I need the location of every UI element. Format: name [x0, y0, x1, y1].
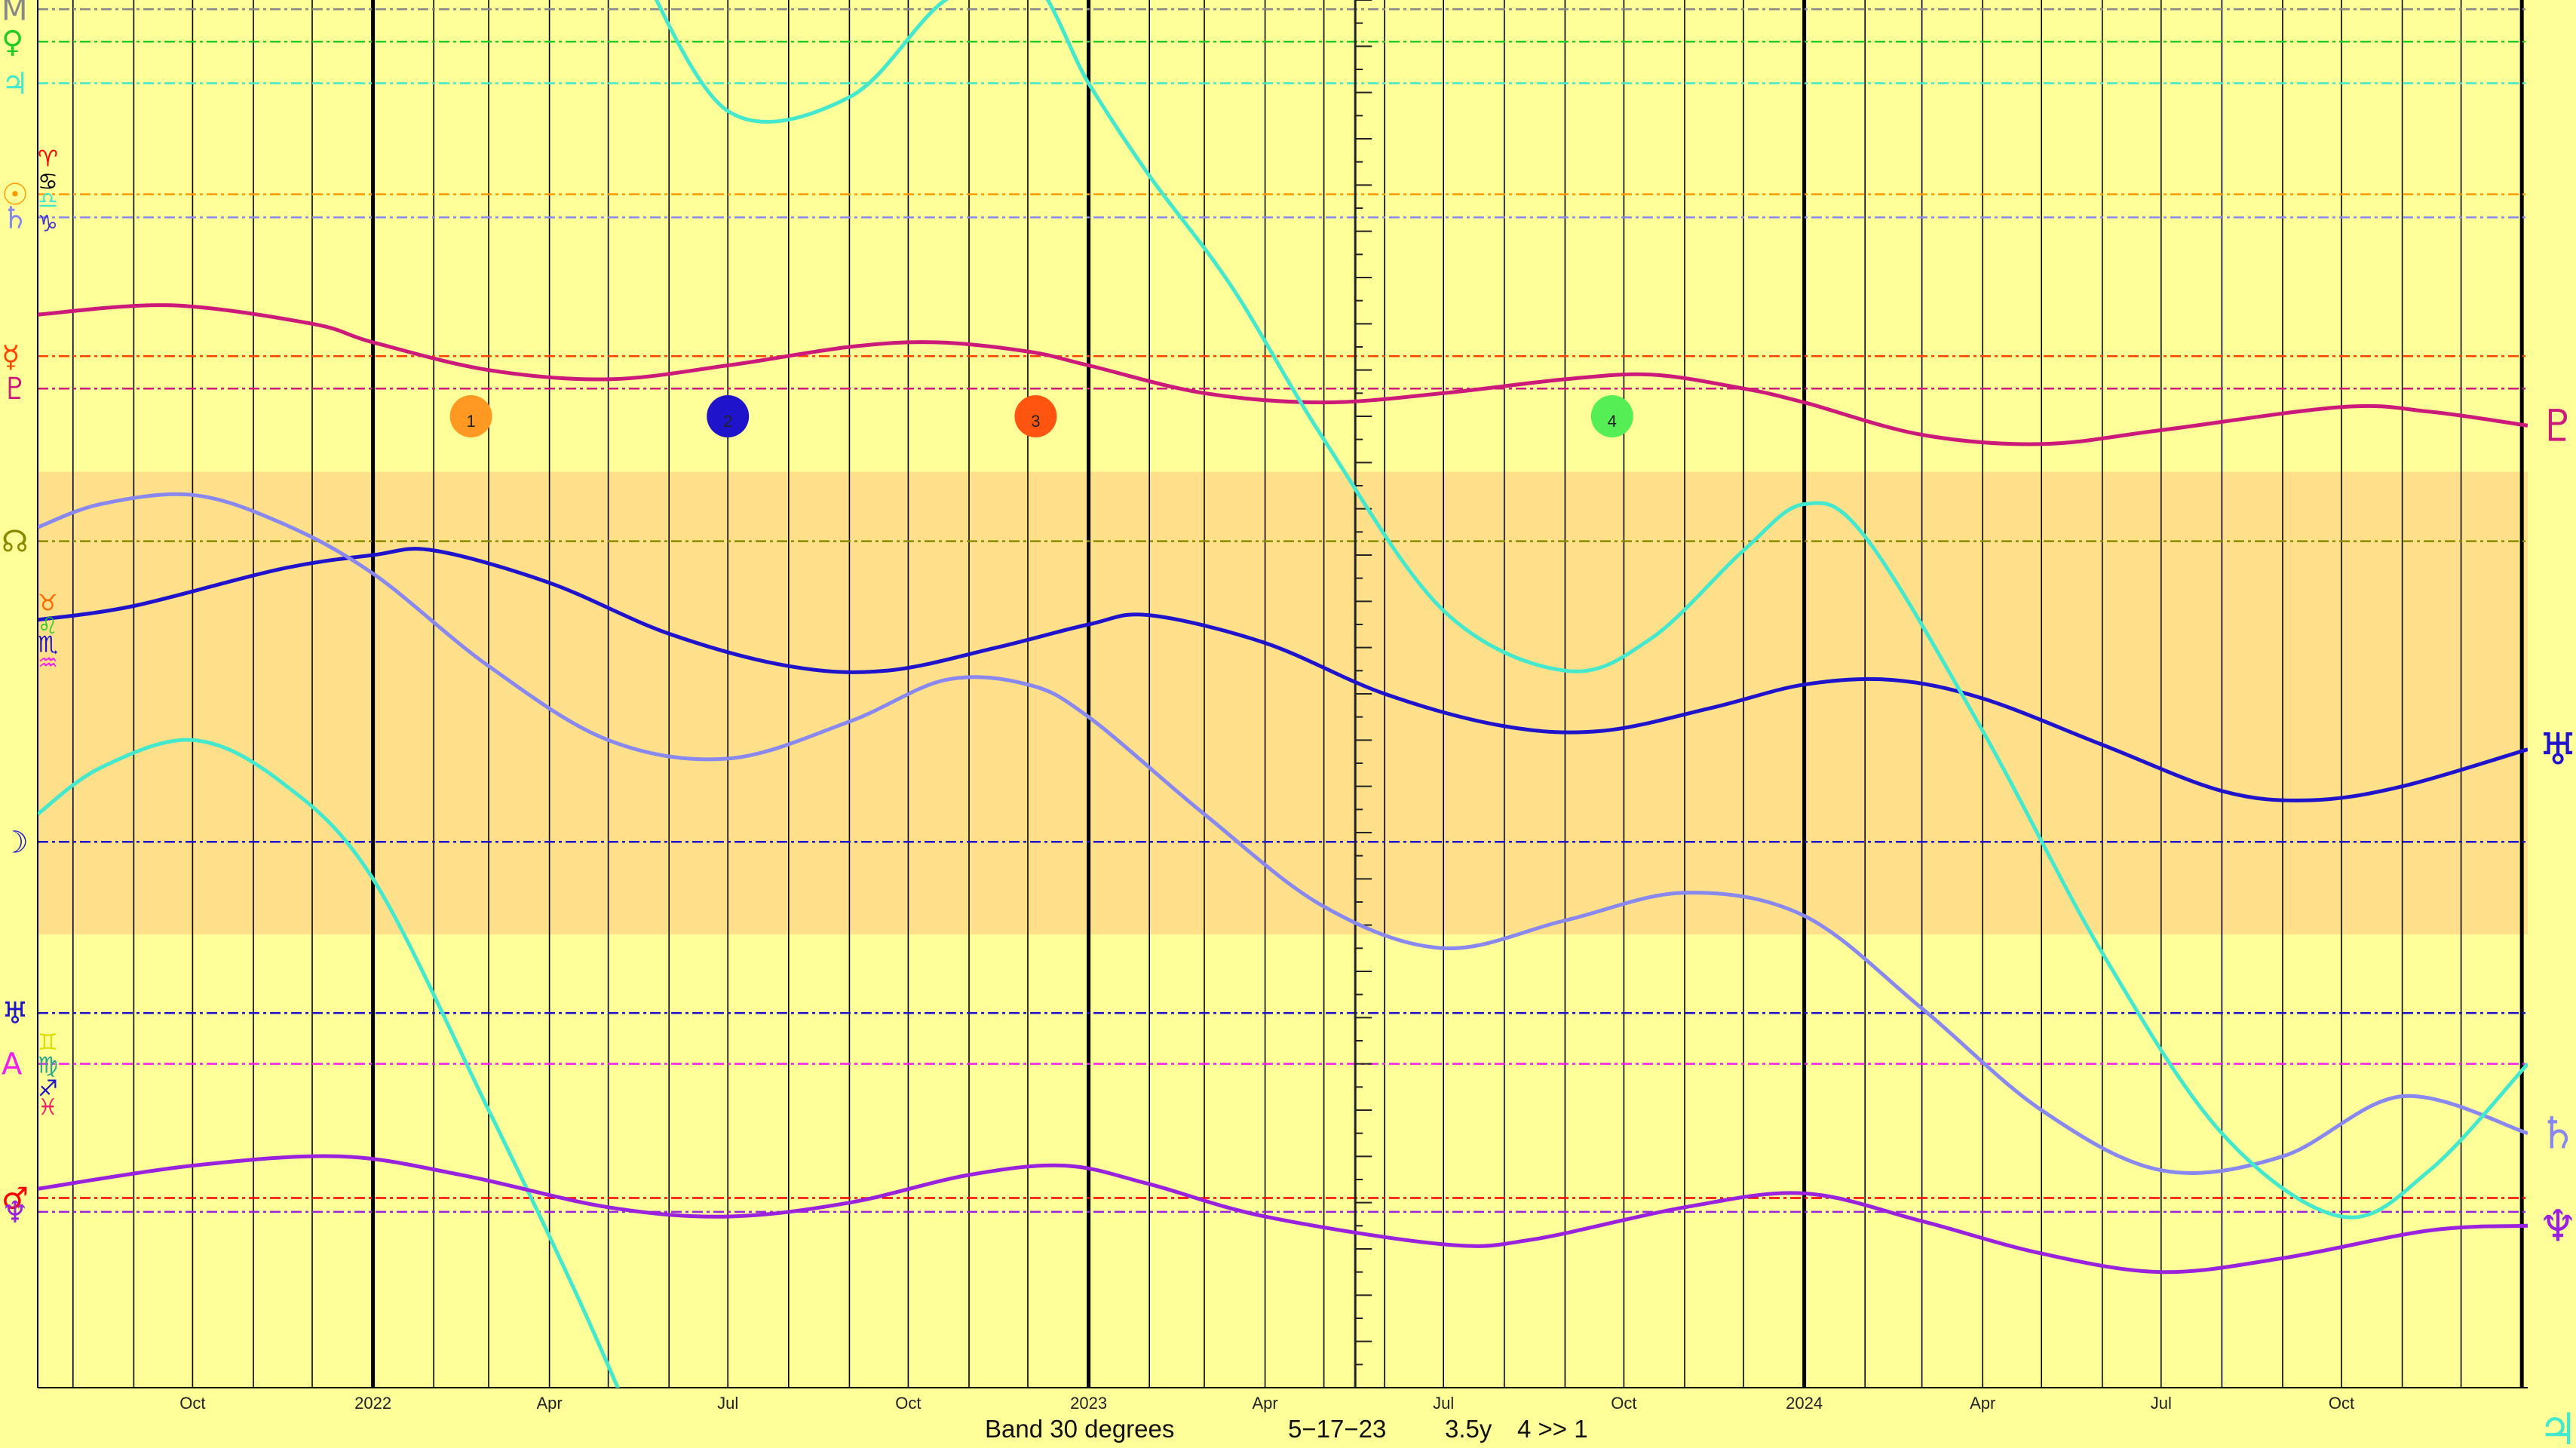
x-tick-label: Apr: [1970, 1394, 1995, 1413]
series-end-glyphs: ♇ ♅ ♄ ♃ ♆: [2538, 400, 2576, 1448]
level-glyph: ☽: [2, 825, 29, 860]
x-tick-label: Oct: [2329, 1394, 2354, 1413]
level-glyph: ♇: [2, 372, 29, 406]
horizontal-level-lines: [38, 8, 2528, 1213]
degree-band: [38, 471, 2528, 934]
zodiac-glyph: ♍: [38, 1053, 58, 1079]
series-end-glyph-uranus: ♅: [2538, 724, 2576, 775]
series-line-jupiter: [654, 0, 2528, 1219]
zodiac-glyph: ♐: [38, 1075, 58, 1102]
series-line-jupiter: [38, 738, 620, 1388]
series-line-saturn: [38, 492, 2528, 1175]
x-tick-label: 2024: [1786, 1394, 1823, 1413]
series-line-uranus: [38, 547, 2528, 802]
x-tick-label: Oct: [895, 1394, 921, 1413]
footer-band-text: Band 30 degrees: [985, 1415, 1174, 1443]
event-marker-circle: [707, 395, 750, 437]
event-marker-label: 2: [723, 412, 732, 431]
level-glyph: ♃: [2, 66, 29, 101]
x-tick-label: Oct: [179, 1394, 205, 1413]
event-marker-circle: [1014, 395, 1057, 437]
zodiac-glyph: ♈: [38, 146, 58, 173]
series-end-glyph-neptune: ♆: [2538, 1200, 2576, 1251]
band-rect: [38, 471, 2528, 934]
event-marker-label: 3: [1031, 412, 1040, 431]
zodiac-glyph: ♎: [38, 188, 58, 214]
level-glyph: ♆: [2, 1195, 29, 1230]
level-glyph: ♅: [2, 996, 29, 1031]
x-tick-label: Apr: [1252, 1394, 1277, 1413]
zodiac-glyph: ♓: [38, 1094, 58, 1121]
x-tick-label: 2023: [1070, 1394, 1107, 1413]
level-glyph: A: [2, 1048, 23, 1082]
level-glyph: ☉: [2, 178, 29, 213]
x-tick-label: Jul: [1433, 1394, 1454, 1413]
zodiac-glyph: ♑: [38, 210, 58, 237]
month-gridlines: [72, 0, 2462, 1388]
series-line-neptune: [38, 1154, 2528, 1275]
footer-date-text: 5−17−23: [1288, 1415, 1386, 1443]
level-glyph: ♄: [2, 201, 29, 235]
year-gridlines: [371, 0, 2524, 1388]
series-end-glyph-pluto: ♇: [2538, 400, 2576, 451]
footer-span-text: 3.5y: [1445, 1415, 1492, 1443]
zodiac-glyph: ♊: [38, 1029, 58, 1056]
x-tick-labels: Oct 2022 Apr Jul Oct 2023 Apr Jul Oct 2024 Apr Jul O…: [179, 1394, 2354, 1413]
series-line-pluto: [38, 303, 2528, 446]
event-markers: 1 2 3 4: [449, 395, 1633, 437]
level-glyph: ♀: [2, 25, 23, 60]
x-tick-label: Apr: [536, 1394, 562, 1413]
event-marker-circle: [1590, 395, 1633, 437]
level-glyph: ♂: [2, 1182, 29, 1216]
level-glyph: ☊: [2, 525, 29, 560]
series-end-glyph-saturn: ♄: [2538, 1108, 2576, 1159]
footer-ratio-text: 4 >> 1: [1517, 1415, 1588, 1443]
zodiac-glyph: ♒: [38, 650, 58, 676]
x-tick-label: 2022: [354, 1394, 391, 1413]
x-tick-label: Oct: [1611, 1394, 1636, 1413]
planet-series: [38, 0, 2528, 1388]
level-glyph: ☿: [2, 339, 20, 374]
zodiac-glyph: ♋: [38, 169, 58, 195]
footer: Band 30 degrees 5−17−23 3.5y 4 >> 1: [985, 1415, 1588, 1443]
left-level-glyphs: M♀ ♃ ☉♄ ☿♇ ☊ ☽ ♅ A ♂♆: [2, 0, 29, 1230]
series-end-glyph-jupiter: ♃: [2538, 1404, 2576, 1448]
event-marker-label: 1: [466, 412, 475, 431]
x-tick-label: Jul: [717, 1394, 738, 1413]
level-glyph: M: [2, 0, 28, 27]
zodiac-sign-glyphs: ♈♋♎♑ ♉♌♏♒ ♊♍♐♓: [38, 146, 58, 1121]
event-marker-label: 4: [1608, 412, 1617, 431]
current-date-axis: [37, 0, 2528, 1388]
zodiac-glyph: ♉: [38, 590, 58, 616]
x-tick-label: Jul: [2151, 1394, 2172, 1413]
zodiac-glyph: ♌: [38, 613, 58, 640]
event-marker-circle: [449, 395, 492, 437]
zodiac-glyph: ♏: [38, 632, 58, 658]
